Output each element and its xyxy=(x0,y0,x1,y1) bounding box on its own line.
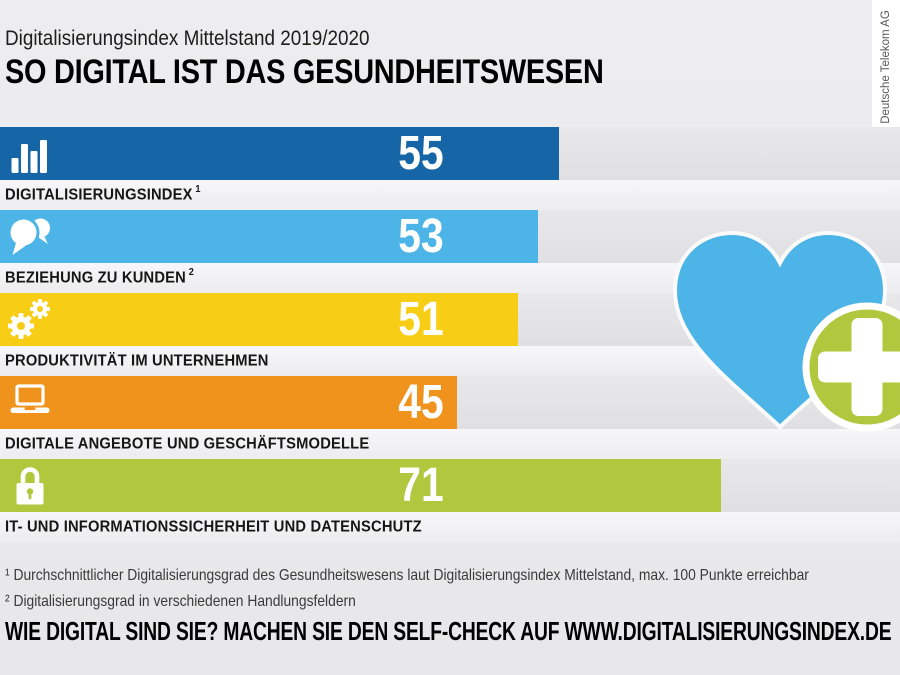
bar-label: PRODUKTIVITÄT IM UNTERNEHMEN xyxy=(5,352,269,370)
footnote-2: ² Digitalisierungsgrad in verschiedenen … xyxy=(5,593,356,610)
self-check-cta: WIE DIGITAL SIND SIE? MACHEN SIE DEN SEL… xyxy=(5,616,892,646)
bar-label: DIGITALISIERUNGSINDEX 1 xyxy=(5,184,201,204)
speech-bubbles-icon xyxy=(7,213,53,259)
bar: 45 xyxy=(0,376,457,429)
copyright-text: © Deutsche Telekom AG xyxy=(880,10,892,139)
kicker: Digitalisierungsindex Mittelstand 2019/2… xyxy=(5,27,370,50)
bar-chart-icon xyxy=(7,130,53,176)
bar-label: BEZIEHUNG ZU KUNDEN 2 xyxy=(5,267,195,287)
bar-value: 71 xyxy=(398,459,444,512)
bar-value: 53 xyxy=(398,210,444,263)
bar-label: DIGITALE ANGEBOTE UND GESCHÄFTSMODELLE xyxy=(5,435,370,453)
bar-value: 55 xyxy=(398,127,444,180)
bar-value: 51 xyxy=(398,293,444,346)
footnotes: ¹ Durchschnittlicher Digitalisierungsgra… xyxy=(5,563,809,615)
bar-row: 71 IT- UND INFORMATIONSSICHERHEIT UND DA… xyxy=(0,459,900,542)
heart-illustration xyxy=(655,221,900,441)
bar: 53 xyxy=(0,210,538,263)
laptop-icon xyxy=(7,379,53,425)
medical-cross-icon xyxy=(802,302,900,432)
page-title: SO DIGITAL IST DAS GESUNDHEITSWESEN xyxy=(5,53,604,91)
bar-label: IT- UND INFORMATIONSSICHERHEIT UND DATEN… xyxy=(5,518,422,536)
footnote-1: ¹ Durchschnittlicher Digitalisierungsgra… xyxy=(5,567,809,584)
bar-row: 55 DIGITALISIERUNGSINDEX 1 xyxy=(0,127,900,210)
padlock-icon xyxy=(7,462,53,508)
bar-value: 45 xyxy=(398,376,444,429)
copyright-strip: © Deutsche Telekom AG xyxy=(872,0,900,143)
label-band xyxy=(0,180,900,210)
bar: 71 xyxy=(0,459,721,512)
bar: 51 xyxy=(0,293,518,346)
label-band xyxy=(0,512,900,542)
bar: 55 xyxy=(0,127,559,180)
label-band xyxy=(0,429,900,459)
bar-row: 45 DIGITALE ANGEBOTE UND GESCHÄFTSMODELL… xyxy=(0,376,900,459)
gears-icon xyxy=(7,296,53,342)
